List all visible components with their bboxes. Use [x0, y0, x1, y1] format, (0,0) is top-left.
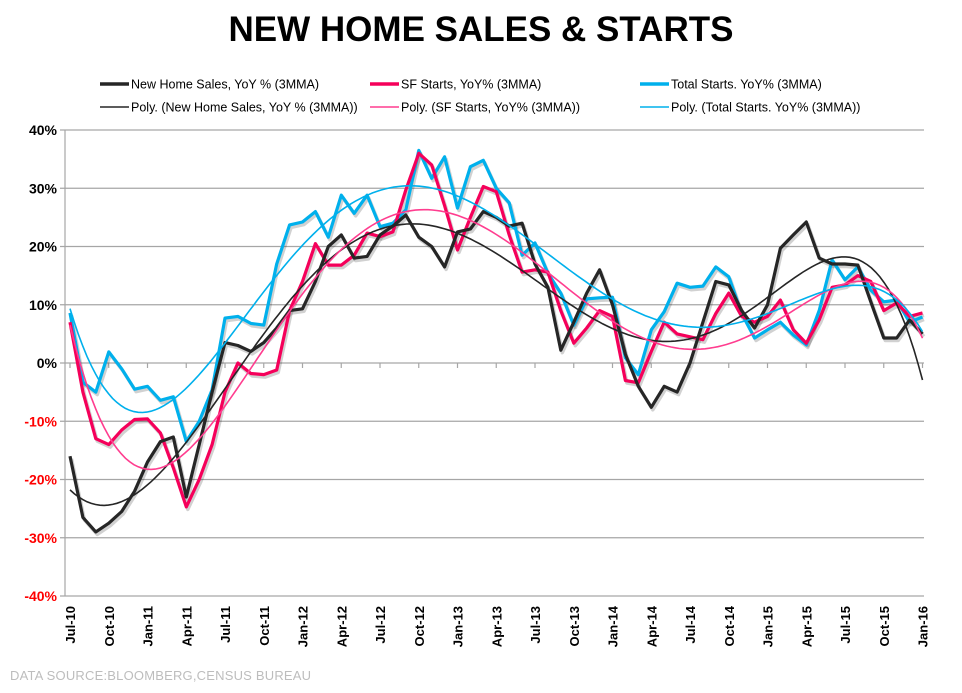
legend-entry: SF Starts, YoY% (3MMA): [370, 78, 541, 92]
legend-label: Poly. (New Home Sales, YoY % (3MMA)): [131, 101, 358, 115]
legend-label: SF Starts, YoY% (3MMA): [401, 78, 541, 92]
x-tick-label: Oct-15: [877, 606, 892, 646]
y-tick-label: -20%: [24, 472, 57, 488]
chart-title: NEW HOME SALES & STARTS: [228, 10, 734, 49]
x-tick-label: Apr-15: [799, 606, 814, 647]
legend-entry: Total Starts. YoY% (3MMA): [640, 78, 822, 92]
y-tick-label: 20%: [29, 239, 58, 255]
y-tick-label: -10%: [24, 413, 57, 429]
x-tick-label: Oct-12: [412, 606, 427, 646]
x-tick-label: Oct-10: [102, 606, 117, 646]
legend-label: Total Starts. YoY% (3MMA): [671, 78, 822, 92]
x-tick-label: Jan-15: [761, 606, 776, 647]
x-tick-label: Oct-13: [567, 606, 582, 646]
x-tick-label: Jul-14: [683, 605, 698, 643]
y-tick-label: 30%: [29, 180, 58, 196]
x-tick-label: Jan-16: [916, 606, 931, 647]
x-tick-label: Jul-11: [218, 606, 233, 643]
trendline: [69, 223, 924, 507]
x-tick-label: Apr-12: [334, 606, 349, 647]
x-tick-label: Apr-14: [644, 605, 659, 647]
x-tick-label: Jul-15: [838, 606, 853, 644]
series-1: [68, 151, 923, 509]
y-tick-label: 0%: [37, 355, 58, 371]
legend-entry: Poly. (New Home Sales, YoY % (3MMA)): [100, 101, 358, 115]
x-tick-label: Jul-10: [63, 606, 78, 644]
y-tick-label: 10%: [29, 297, 58, 313]
x-tick-label: Jan-14: [606, 605, 621, 647]
x-tick-label: Jul-12: [373, 606, 388, 644]
y-tick-label: -30%: [24, 530, 57, 546]
legend-label: New Home Sales, YoY % (3MMA): [131, 78, 319, 92]
x-tick-label: Oct-11: [257, 606, 272, 646]
trendline: [69, 208, 924, 471]
x-tick-label: Jul-13: [528, 606, 543, 644]
x-tick-label: Jan-12: [296, 606, 311, 647]
y-tick-label: -40%: [24, 588, 57, 604]
data-source-note: DATA SOURCE:BLOOMBERG,CENSUS BUREAU: [10, 668, 312, 683]
x-tick-label: Jan-11: [141, 606, 156, 646]
x-tick-label: Oct-14: [722, 605, 737, 646]
legend-label: Poly. (Total Starts. YoY% (3MMA)): [671, 101, 860, 115]
legend-entry: Poly. (Total Starts. YoY% (3MMA)): [640, 101, 860, 115]
legend-label: Poly. (SF Starts, YoY% (3MMA)): [401, 101, 580, 115]
legend-entry: New Home Sales, YoY % (3MMA): [100, 78, 319, 92]
x-tick-label: Jan-13: [451, 606, 466, 647]
x-tick-label: Apr-13: [489, 606, 504, 647]
trendline: [69, 185, 924, 414]
y-tick-label: 40%: [29, 122, 58, 138]
x-tick-label: Apr-11: [179, 606, 194, 646]
legend-entry: Poly. (SF Starts, YoY% (3MMA)): [370, 101, 580, 115]
